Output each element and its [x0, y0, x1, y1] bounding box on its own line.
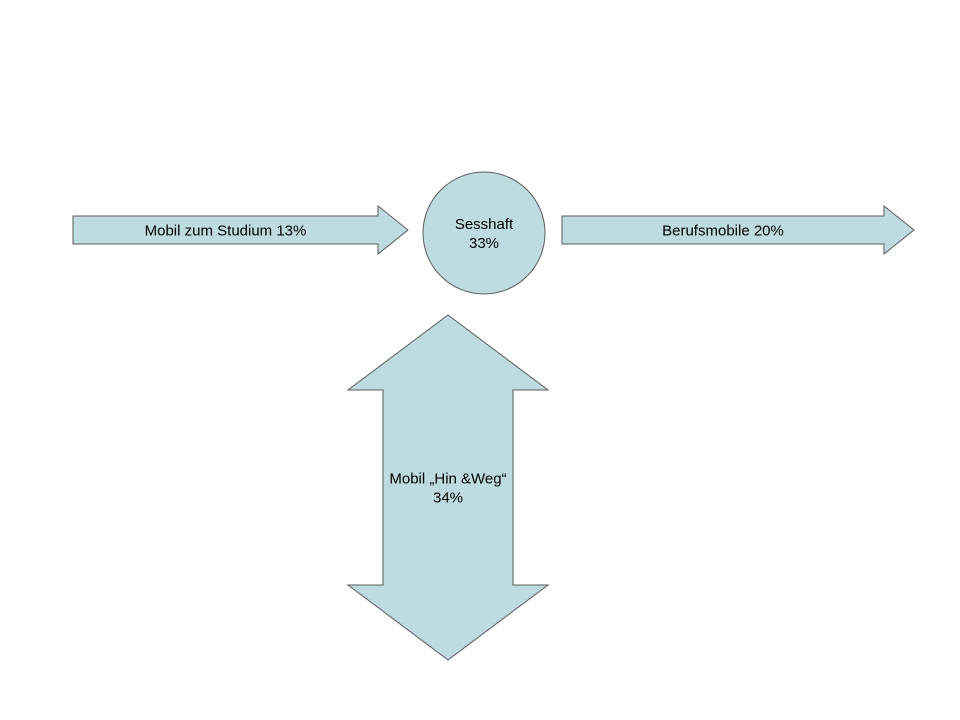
double-arrow-label-line2: 34%: [433, 490, 463, 507]
right-arrow-shape: Berufsmobile 20%: [562, 206, 914, 254]
left-arrow-shape: Mobil zum Studium 13%: [73, 206, 408, 254]
center-circle-shape: Sesshaft 33%: [423, 172, 545, 294]
double-arrow-shape: Mobil „Hin &Weg“ 34%: [348, 315, 548, 660]
circle-label-line1: Sesshaft: [455, 216, 514, 233]
double-arrow-label-line1: Mobil „Hin &Weg“: [389, 471, 506, 488]
right-arrow-label: Berufsmobile 20%: [662, 222, 784, 239]
left-arrow-label: Mobil zum Studium 13%: [145, 222, 307, 239]
circle-label-line2: 33%: [469, 235, 499, 252]
diagram-canvas: Mobil zum Studium 13% Sesshaft 33% Beruf…: [0, 0, 960, 720]
